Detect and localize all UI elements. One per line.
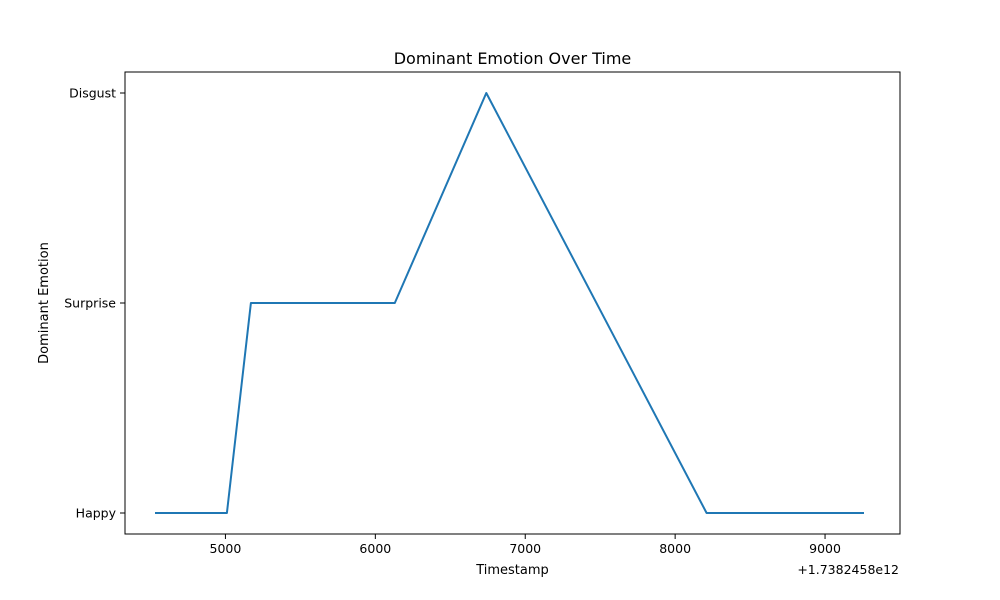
y-tick-label: Happy — [76, 506, 117, 521]
x-axis: 5000 6000 7000 8000 9000 — [210, 534, 841, 556]
x-tick-label: 8000 — [659, 541, 691, 556]
y-axis-label: Dominant Emotion — [37, 242, 52, 364]
x-tick-label: 9000 — [809, 541, 841, 556]
x-tick-label: 6000 — [359, 541, 391, 556]
y-tick-label: Surprise — [64, 296, 116, 311]
x-axis-offset-label: +1.7382458e12 — [797, 562, 899, 577]
x-tick-label: 7000 — [509, 541, 541, 556]
y-tick-label: Disgust — [69, 86, 116, 101]
plot-area — [155, 92, 864, 514]
x-axis-label: Timestamp — [475, 563, 549, 578]
emotion-series-line — [155, 92, 864, 514]
x-tick-label: 5000 — [210, 541, 242, 556]
chart-title: Dominant Emotion Over Time — [394, 49, 632, 68]
y-axis: Happy Surprise Disgust — [64, 86, 125, 521]
